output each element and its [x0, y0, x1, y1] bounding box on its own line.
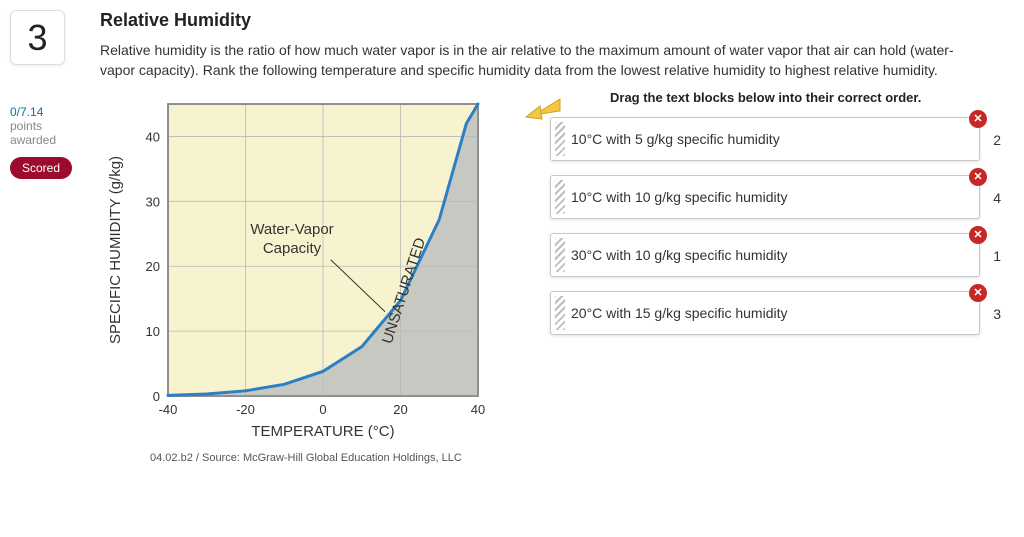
- svg-text:0: 0: [319, 402, 326, 417]
- scored-badge: Scored: [10, 157, 72, 179]
- svg-text:Capacity: Capacity: [263, 240, 322, 257]
- question-description: Relative humidity is the ratio of how mu…: [100, 41, 980, 80]
- points-label: points awarded: [10, 119, 90, 147]
- close-icon[interactable]: ✕: [969, 284, 987, 302]
- svg-text:20: 20: [146, 259, 160, 274]
- content-row: -40 -20 0 20 40 0 10 20 30 40 TEMPERATURE (°C) SPEC…: [100, 90, 1020, 464]
- svg-text:-20: -20: [236, 402, 255, 417]
- svg-text:Water-Vapor: Water-Vapor: [250, 221, 333, 238]
- drag-grip-icon[interactable]: [555, 180, 565, 214]
- chart-container: -40 -20 0 20 40 0 10 20 30 40 TEMPERATURE (°C) SPEC…: [100, 90, 530, 464]
- svg-text:40: 40: [471, 402, 485, 417]
- drag-item-text: 30°C with 10 g/kg specific humidity: [571, 247, 787, 263]
- drag-order-number: 1: [993, 248, 1001, 264]
- svg-text:0: 0: [153, 389, 160, 404]
- question-number-box: 3: [10, 10, 65, 65]
- main-content: Relative Humidity Relative humidity is t…: [100, 10, 1020, 464]
- drag-item[interactable]: 10°C with 10 g/kg specific humidity✕4: [550, 175, 980, 219]
- drag-item[interactable]: 20°C with 15 g/kg specific humidity✕3: [550, 291, 980, 335]
- drag-order-number: 4: [993, 190, 1001, 206]
- svg-text:SPECIFIC HUMIDITY (g/kg): SPECIFIC HUMIDITY (g/kg): [107, 156, 124, 344]
- svg-text:30: 30: [146, 195, 160, 210]
- drag-order-number: 2: [993, 132, 1001, 148]
- drag-item-text: 10°C with 5 g/kg specific humidity: [571, 131, 780, 147]
- question-number: 3: [27, 17, 47, 59]
- svg-text:10: 10: [146, 324, 160, 339]
- points-score: 0/7.14: [10, 105, 43, 119]
- question-title: Relative Humidity: [100, 10, 1020, 31]
- drag-item[interactable]: 30°C with 10 g/kg specific humidity✕1: [550, 233, 980, 277]
- points-awarded: 0/7.14 points awarded: [10, 105, 90, 147]
- close-icon[interactable]: ✕: [969, 168, 987, 186]
- sidebar: 3 0/7.14 points awarded Scored: [0, 0, 90, 179]
- drag-instruction-row: Drag the text blocks below into their co…: [550, 90, 980, 107]
- drag-item-text: 10°C with 10 g/kg specific humidity: [571, 189, 787, 205]
- svg-text:40: 40: [146, 130, 160, 145]
- svg-text:-40: -40: [159, 402, 178, 417]
- close-icon[interactable]: ✕: [969, 110, 987, 128]
- drag-area: Drag the text blocks below into their co…: [550, 90, 980, 464]
- chart-caption: 04.02.b2 / Source: McGraw-Hill Global Ed…: [150, 452, 530, 464]
- drag-item-text: 20°C with 15 g/kg specific humidity: [571, 305, 787, 321]
- drag-grip-icon[interactable]: [555, 296, 565, 330]
- drag-grip-icon[interactable]: [555, 238, 565, 272]
- drag-instruction: Drag the text blocks below into their co…: [610, 90, 980, 107]
- drag-items-list: 10°C with 5 g/kg specific humidity✕210°C…: [550, 117, 980, 335]
- humidity-chart: -40 -20 0 20 40 0 10 20 30 40 TEMPERATURE (°C) SPEC…: [100, 90, 530, 450]
- svg-text:20: 20: [393, 402, 407, 417]
- drag-grip-icon[interactable]: [555, 122, 565, 156]
- drag-order-number: 3: [993, 306, 1001, 322]
- svg-text:TEMPERATURE (°C): TEMPERATURE (°C): [251, 423, 394, 440]
- close-icon[interactable]: ✕: [969, 226, 987, 244]
- drag-item[interactable]: 10°C with 5 g/kg specific humidity✕2: [550, 117, 980, 161]
